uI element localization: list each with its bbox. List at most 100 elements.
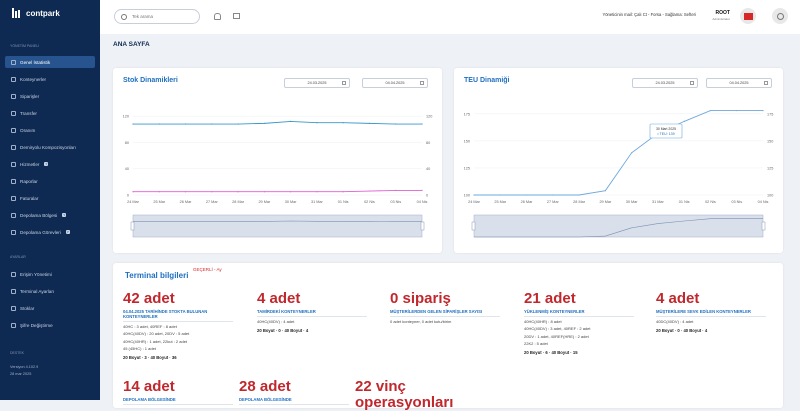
x-tick-label: 29 Mar	[599, 200, 612, 204]
stat-label: DEPOLAMA BÖLGESİNDE	[239, 397, 349, 405]
sidebar-item-set-3[interactable]: Şifre Değiştirme	[5, 319, 95, 331]
series-line-1	[133, 189, 422, 193]
terminal-stat: 42 adet 04.04.2025 TARİHİNDE STOKTA BULUN…	[123, 291, 233, 360]
bell-icon[interactable]	[214, 13, 221, 20]
stock-date-from[interactable]: 24.03.2025	[284, 78, 350, 88]
series-point	[184, 123, 187, 125]
stat-value: 22 vinç operasyonları	[355, 378, 454, 411]
sidebar-item-main-2[interactable]: Siparişler	[5, 90, 95, 102]
sidebar-item-main-8[interactable]: Faturalar	[5, 192, 95, 204]
menu-icon	[11, 195, 16, 201]
user-name: ROOT	[715, 10, 730, 16]
y-tick-label-left: 40	[125, 167, 129, 171]
zoom-handle-right[interactable]	[420, 221, 425, 231]
sidebar-footer-label[interactable]: Destek	[10, 351, 25, 355]
sidebar-item-set-0[interactable]: Erişim Yönetimi	[5, 268, 95, 280]
sidebar-item-label: Konteynerler	[20, 76, 47, 82]
x-tick-label: 01 Nis	[679, 200, 690, 204]
series-point	[211, 123, 213, 125]
sidebar-item-main-3[interactable]: Transfer	[5, 107, 95, 119]
terminal-stat: 14 adet DEPOLAMA BÖLGESİNDE	[123, 379, 233, 405]
y-tick-label-left: 150	[464, 139, 470, 143]
navigator-series-line	[133, 220, 422, 222]
x-tick-label: 27 Mar	[206, 200, 219, 204]
y-tick-label-right: 100	[767, 194, 773, 198]
sidebar-item-main-0[interactable]: Genel İstatistik	[5, 56, 95, 68]
brand-logo[interactable]: contpark	[12, 8, 60, 18]
sidebar-section-settings: AYARLAR	[10, 255, 26, 259]
stat-detail-line: 40HC(40DV) : 3 adet, 40REF : 2 adet	[524, 326, 591, 332]
teu-chart[interactable]: 175 175 150 150 125 125 100 100 24 Mar 25 Mar 26 M…	[454, 68, 783, 253]
stock-chart[interactable]: 120 120 80 80 40 40 0 0 24 Mar 25 Mar 26 Mar 27 Mar…	[113, 68, 442, 253]
teu-dynamics-card: TEU Dinamiği 24.03.2025 04.04.2025 175 17…	[454, 68, 783, 253]
terminal-stat: 4 adet MÜŞTERİLERE SEVK EDİLEN KONTEYNERL…	[656, 291, 766, 333]
sidebar-item-set-1[interactable]: Terminal Ayarları	[5, 285, 95, 297]
series-line-0	[133, 120, 422, 125]
mail-icon[interactable]	[233, 13, 240, 19]
y-tick-label-left: 175	[464, 112, 470, 116]
stock-date-to[interactable]: 04.04.2025	[362, 78, 428, 88]
sidebar-item-main-10[interactable]: Depolama Görevleri Y	[5, 226, 95, 238]
sidebar-item-main-5[interactable]: Demiryolu Kompozisyonları	[5, 141, 95, 153]
sidebar-item-main-9[interactable]: Depolama Bölgesi Y	[5, 209, 95, 221]
menu-icon	[11, 144, 16, 150]
zoom-range-selector[interactable]	[132, 214, 423, 238]
stat-label: 04.04.2025 TARİHİNDE STOKTA BULUNAN KONT…	[123, 309, 233, 322]
sidebar-item-label: Genel İstatistik	[20, 59, 51, 65]
x-tick-label: 27 Mar	[547, 200, 560, 204]
teu-date-from[interactable]: 24.03.2025	[632, 78, 698, 88]
customer-info: Yöneticinin mail: Çalı Ct - Forsa - Sağl…	[602, 12, 696, 17]
teu-date-to[interactable]: 04.04.2025	[706, 78, 772, 88]
settings-button[interactable]	[772, 8, 788, 24]
series-point	[683, 120, 685, 122]
menu-icon	[11, 110, 16, 116]
stock-card-title: Stok Dinamikleri	[123, 77, 178, 84]
tooltip-box	[649, 123, 683, 139]
y-tick-label-right: 40	[426, 167, 430, 171]
series-point	[263, 122, 265, 124]
series-point	[158, 191, 160, 193]
y-tick-label-left: 80	[125, 141, 129, 145]
terminal-stat: 4 adet TAMİRDEKİ KONTEYNERLER 40HC(40DV) :…	[257, 291, 367, 333]
stat-detail-line: 0 adet konteyner, 0 adet kutu/birim	[390, 319, 452, 324]
series-point	[421, 123, 423, 125]
y-tick-label-left: 125	[464, 166, 470, 170]
stock-date-from-value: 24.03.2025	[307, 81, 327, 85]
stat-value: 4 adet	[257, 290, 301, 307]
sidebar-item-main-4[interactable]: Oranım	[5, 124, 95, 136]
stat-detail-line: 40DC(40DV) : 4 adet	[656, 319, 694, 324]
sidebar-item-label: Stoklar	[20, 305, 35, 311]
sidebar-item-label: Transfer	[20, 110, 37, 116]
search-box[interactable]	[114, 9, 200, 24]
language-button[interactable]	[740, 8, 756, 24]
terminal-period-tag[interactable]: GEÇERLİ - Ay	[193, 267, 222, 272]
zoom-range-selector[interactable]	[473, 214, 764, 238]
series-point	[342, 122, 344, 124]
stat-detail-line: 20DV : 1 adet, 40REF(HRE) : 2 adet	[524, 333, 589, 339]
series-point	[237, 123, 239, 125]
series-point	[552, 194, 554, 196]
search-input[interactable]	[132, 14, 192, 19]
stat-label: DEPOLAMA BÖLGESİNDE	[123, 397, 233, 405]
series-point	[290, 191, 292, 193]
series-point	[631, 152, 633, 154]
y-tick-label-right: 80	[426, 141, 430, 145]
user-info[interactable]: ROOT Administrator	[712, 10, 730, 22]
stat-value: 14 adet	[123, 378, 175, 395]
series-point	[736, 109, 738, 112]
x-tick-label: 31 Mar	[311, 200, 324, 204]
series-point	[158, 123, 160, 125]
menu-icon	[11, 305, 16, 311]
zoom-handle-left[interactable]	[471, 221, 476, 231]
series-point	[421, 189, 423, 191]
sidebar-item-main-1[interactable]: Konteynerler	[5, 73, 95, 85]
sidebar-item-main-7[interactable]: Raporlar	[5, 175, 95, 187]
x-tick-label: 02 Nis	[705, 200, 716, 204]
zoom-handle-right[interactable]	[761, 221, 766, 231]
stock-date-to-value: 04.04.2025	[385, 81, 405, 85]
zoom-handle-left[interactable]	[130, 221, 135, 231]
y-tick-label-left: 120	[123, 115, 129, 119]
sidebar-item-set-2[interactable]: Stoklar	[5, 302, 95, 314]
chart-tooltip: 30 Mart 2025• TEU: 139	[649, 123, 683, 139]
sidebar-item-main-6[interactable]: Hizmetler Y	[5, 158, 95, 170]
